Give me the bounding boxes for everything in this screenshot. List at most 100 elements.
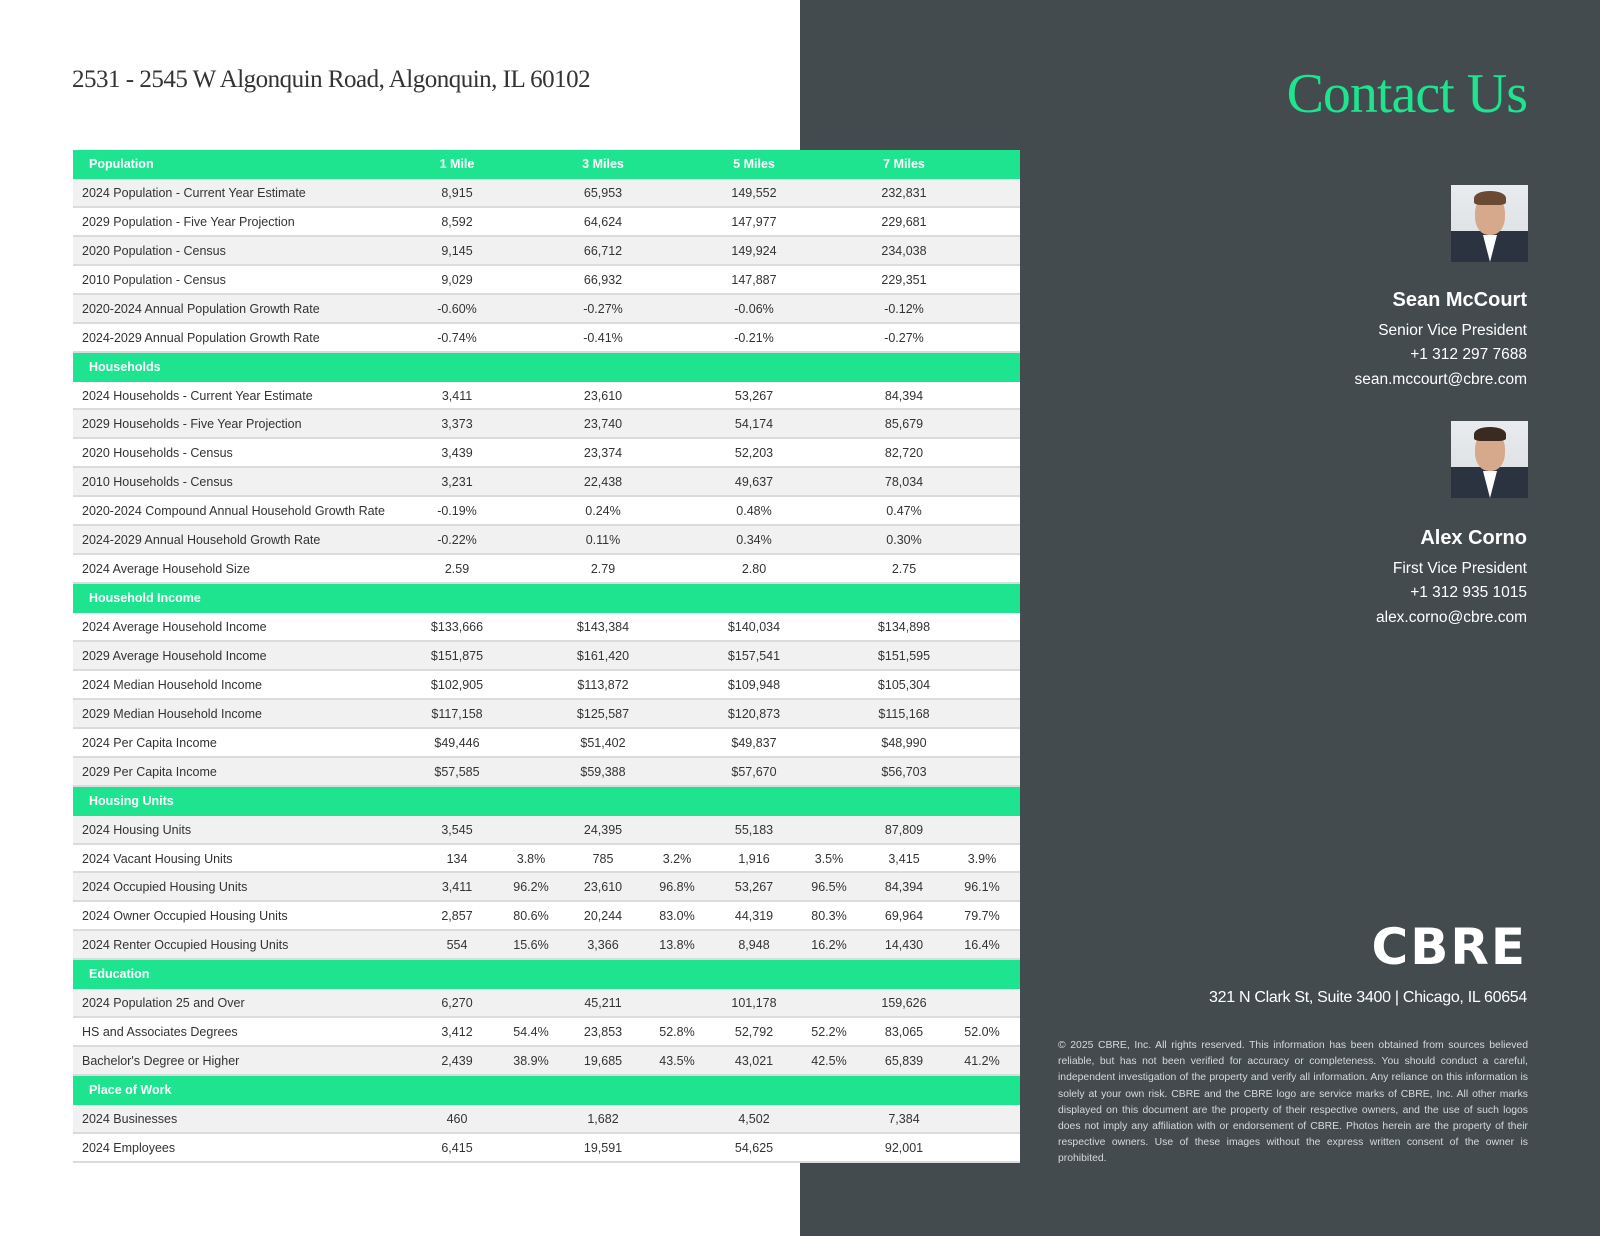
table-row: 2024 Population - Current Year Estimate 8… <box>73 178 1020 208</box>
value-cell: 2.59 <box>444 562 470 577</box>
value-cell: $161,420 <box>576 648 630 663</box>
value-cell: 3,366 <box>587 938 619 953</box>
value-cell: 3,439 <box>441 446 473 461</box>
value-cell: 23,610 <box>583 388 623 403</box>
section-header: Housing Units <box>73 786 1020 816</box>
value-cell: 53,267 <box>734 388 774 403</box>
contact-phone[interactable]: +1 312 297 7688 <box>1410 346 1527 363</box>
row-label: 2020-2024 Annual Population Growth Rate <box>82 301 320 316</box>
row-label: 2024 Businesses <box>82 1111 178 1126</box>
row-label: 2024 Vacant Housing Units <box>82 851 233 866</box>
value-cell: 0.47% <box>886 504 922 519</box>
section-title: Housing Units <box>89 793 174 808</box>
table-row: 2024 Businesses 460 1,682 4,502 7,384 <box>73 1104 1020 1134</box>
row-label: 2024 Per Capita Income <box>82 735 217 750</box>
value-cell: $59,388 <box>580 764 626 779</box>
value-cell: 22,438 <box>583 475 623 490</box>
percent-cell: 3.9% <box>967 851 997 866</box>
value-cell: 1,916 <box>738 851 770 866</box>
table-row: 2029 Per Capita Income $57,585 $59,388 $57,… <box>73 757 1020 787</box>
row-label: HS and Associates Degrees <box>82 1025 238 1040</box>
table-row: 2029 Median Household Income $117,158 $125… <box>73 699 1020 729</box>
column-header: 7 Miles <box>883 157 925 171</box>
percent-cell: 16.4% <box>964 938 1000 953</box>
value-cell: 84,394 <box>884 880 924 895</box>
table-row: 2024 Median Household Income $102,905 $113… <box>73 671 1020 700</box>
table-row: 2024 Owner Occupied Housing Units 2,857 20… <box>73 902 1020 932</box>
value-cell: $51,402 <box>580 735 626 750</box>
value-cell: 3,411 <box>441 388 473 403</box>
section-header: Education <box>73 960 1020 990</box>
value-cell: 134 <box>446 851 468 866</box>
value-cell: 65,839 <box>884 1054 924 1069</box>
value-cell: 54,174 <box>734 417 774 432</box>
contact-card-sean: Sean McCourt Senior Vice President +1 31… <box>1354 288 1527 392</box>
section-title: Place of Work <box>89 1083 172 1097</box>
value-cell: -0.74% <box>437 330 477 345</box>
value-cell: 53,267 <box>734 880 774 895</box>
table-row: 2024 Average Household Income $133,666 $14… <box>73 613 1020 642</box>
percent-cell: 38.9% <box>513 1054 549 1069</box>
percent-cell: 41.2% <box>964 1054 1000 1069</box>
value-cell: $140,034 <box>727 620 781 634</box>
value-cell: $115,168 <box>878 706 930 721</box>
table-row: HS and Associates Degrees 3,412 23,853 52,7… <box>73 1018 1020 1048</box>
value-cell: 2,439 <box>441 1054 473 1069</box>
table-row: 2029 Population - Five Year Projection 8,… <box>73 208 1020 237</box>
value-cell: $48,990 <box>881 735 927 750</box>
contact-name: Alex Corno <box>1420 527 1527 549</box>
row-label: 2024 Housing Units <box>82 822 192 837</box>
value-cell: 69,964 <box>884 909 924 924</box>
percent-cell: 13.8% <box>659 938 695 953</box>
value-cell: 3,412 <box>441 1025 473 1040</box>
value-cell: 85,679 <box>884 417 924 432</box>
value-cell: 14,430 <box>884 938 924 953</box>
value-cell: 19,591 <box>583 1140 623 1155</box>
value-cell: 460 <box>446 1111 468 1126</box>
section-title: Education <box>89 967 150 982</box>
value-cell: 52,792 <box>734 1025 774 1040</box>
value-cell: 149,924 <box>731 243 777 258</box>
value-cell: -0.27% <box>583 301 623 316</box>
contact-phone[interactable]: +1 312 935 1015 <box>1410 584 1527 601</box>
percent-cell: 54.4% <box>513 1025 549 1040</box>
value-cell: 23,853 <box>583 1025 623 1040</box>
value-cell: 2.80 <box>741 562 767 577</box>
percent-cell: 16.2% <box>811 938 847 953</box>
table-row: 2029 Average Household Income $151,875 $16… <box>73 641 1020 671</box>
percent-cell: 3.2% <box>662 851 692 866</box>
property-address-title: 2531 - 2545 W Algonquin Road, Algonquin,… <box>72 66 591 93</box>
table-row: 2024-2029 Annual Household Growth Rate -0… <box>73 526 1020 556</box>
value-cell: 23,374 <box>583 446 623 461</box>
value-cell: 7,384 <box>888 1111 920 1126</box>
value-cell: 3,545 <box>441 822 473 837</box>
value-cell: 0.24% <box>585 504 621 519</box>
value-cell: 101,178 <box>731 996 777 1011</box>
value-cell: -0.27% <box>884 330 924 345</box>
contact-name: Sean McCourt <box>1392 289 1527 311</box>
row-label: 2024 Median Household Income <box>82 677 262 692</box>
value-cell: $143,384 <box>576 620 630 634</box>
row-label: 2024 Average Household Size <box>82 562 250 577</box>
table-row: 2020-2024 Annual Population Growth Rate -… <box>73 294 1020 324</box>
value-cell: 147,887 <box>731 272 777 287</box>
section-header: Population 1 Mile 3 Miles 5 Miles 7 Miles <box>73 150 1020 179</box>
value-cell: 55,183 <box>734 822 774 837</box>
value-cell: 83,065 <box>884 1025 924 1040</box>
contact-email[interactable]: alex.corno@cbre.com <box>1376 608 1527 626</box>
value-cell: $133,666 <box>430 620 484 634</box>
percent-cell: 52.0% <box>964 1025 1000 1040</box>
contact-email[interactable]: sean.mccourt@cbre.com <box>1354 370 1527 388</box>
alex-corno-photo <box>1451 421 1528 498</box>
value-cell: 785 <box>592 851 614 866</box>
value-cell: 9,029 <box>441 272 473 287</box>
value-cell: $57,670 <box>731 764 777 779</box>
value-cell: -0.60% <box>437 301 477 316</box>
row-label: 2024 Employees <box>82 1140 176 1155</box>
value-cell: 1,682 <box>587 1111 619 1126</box>
contact-title: First Vice President <box>1392 559 1527 577</box>
disclaimer: © 2025 CBRE, Inc. All rights reserved. T… <box>1058 1040 1528 1165</box>
value-cell: 0.11% <box>585 533 621 548</box>
value-cell: $49,446 <box>434 735 480 750</box>
value-cell: 92,001 <box>884 1140 924 1155</box>
